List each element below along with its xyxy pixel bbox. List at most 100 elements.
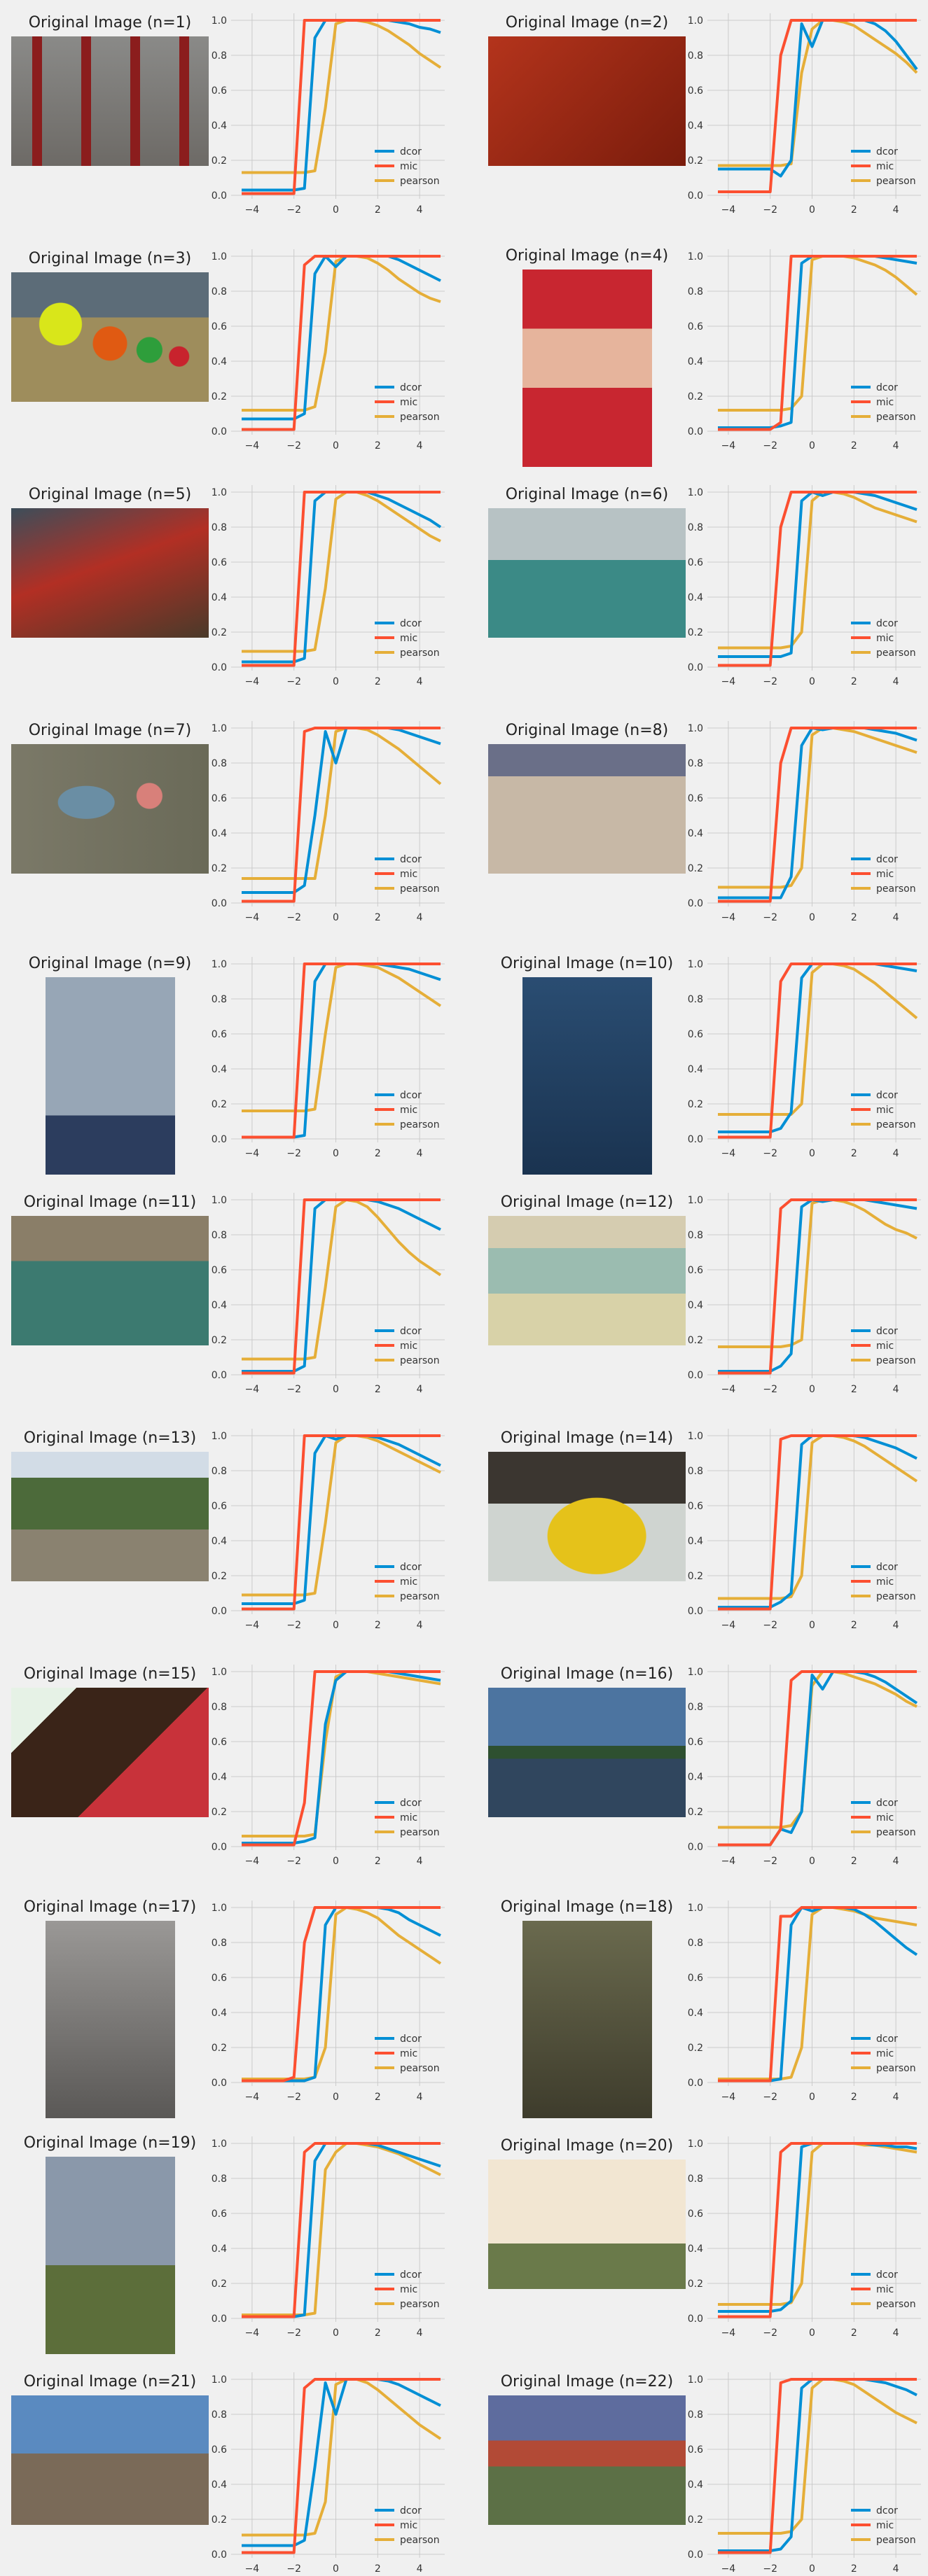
mountain-stream-image <box>11 1452 209 1581</box>
x-tick-label: 2 <box>851 676 857 687</box>
mic-series-line <box>242 2378 441 2554</box>
y-tick-label: 0.2 <box>688 627 703 638</box>
y-tick-label: 0.4 <box>688 592 703 603</box>
pearson-series-line <box>718 2378 917 2535</box>
y-tick-label: 0.8 <box>212 1938 227 1949</box>
legend-label-dcor: dcor <box>876 1326 898 1337</box>
y-tick-label: 0.8 <box>212 758 227 769</box>
x-tick-label: 4 <box>417 2563 423 2575</box>
y-tick-label: 0.4 <box>688 356 703 368</box>
legend-label-dcor: dcor <box>876 2505 898 2516</box>
y-tick-label: 0.6 <box>212 557 227 568</box>
x-tick-label: −2 <box>286 1620 301 1631</box>
mic-series-line <box>242 1434 441 1611</box>
legend-label-pearson: pearson <box>400 1591 440 1602</box>
pearson-series-line <box>242 491 441 653</box>
chart-16: −4 −2 0 2 4 0.0 0.2 0.4 0.6 0.8 1.0 dcor mic pearson <box>688 1665 921 1867</box>
y-tick-label: 0.0 <box>212 2549 227 2561</box>
y-tick-label: 0.4 <box>212 356 227 368</box>
y-tick-label: 0.8 <box>688 1702 703 1713</box>
legend-label-pearson: pearson <box>876 176 916 187</box>
x-tick-label: −4 <box>721 2563 736 2575</box>
chart-17: −4 −2 0 2 4 0.0 0.2 0.4 0.6 0.8 1.0 dcor mic pearson <box>212 1900 445 2103</box>
x-tick-label: 4 <box>893 1856 899 1867</box>
lighthouse-tall-image <box>45 2157 175 2354</box>
x-tick-label: 4 <box>417 676 423 687</box>
x-tick-label: 4 <box>893 2328 899 2339</box>
y-tick-label: 0.2 <box>212 1571 227 1582</box>
pearson-series-line <box>242 727 442 880</box>
legend-label-mic: mic <box>400 2520 417 2531</box>
x-tick-label: 0 <box>809 676 815 687</box>
y-tick-label: 0.2 <box>212 2514 227 2526</box>
pearson-series-line <box>718 1906 917 2080</box>
x-tick-label: 2 <box>851 2563 857 2575</box>
y-tick-label: 0.6 <box>688 1973 703 1984</box>
chart-8: −4 −2 0 2 4 0.0 0.2 0.4 0.6 0.8 1.0 dcor mic pearson <box>688 721 921 923</box>
y-tick-label: 0.6 <box>688 1737 703 1748</box>
y-tick-label: 0.4 <box>212 1772 227 1783</box>
x-tick-label: 0 <box>809 1384 815 1395</box>
y-tick-label: 0.0 <box>212 1370 227 1381</box>
legend-label-pearson: pearson <box>400 412 440 423</box>
y-tick-label: 0.2 <box>688 155 703 167</box>
x-tick-label: −4 <box>721 1148 736 1159</box>
chart-21: −4 −2 0 2 4 0.0 0.2 0.4 0.6 0.8 1.0 dcor mic pearson <box>212 2372 445 2575</box>
y-tick-label: 0.0 <box>212 426 227 438</box>
image-title: Original Image (n=2) <box>505 14 669 31</box>
y-tick-label: 0.8 <box>688 1230 703 1241</box>
x-tick-label: 4 <box>893 2563 899 2575</box>
x-tick-label: 0 <box>333 1620 339 1631</box>
x-tick-label: −2 <box>763 1148 777 1159</box>
island-lake-image <box>488 1688 686 1817</box>
x-tick-label: −2 <box>286 912 301 923</box>
x-tick-label: 4 <box>417 1620 423 1631</box>
legend-label-dcor: dcor <box>400 1562 422 1573</box>
y-tick-label: 0.6 <box>688 793 703 804</box>
y-tick-label: 1.0 <box>688 15 703 27</box>
y-tick-label: 0.6 <box>688 85 703 97</box>
legend-label-pearson: pearson <box>400 2063 440 2074</box>
pearson-series-line <box>718 1670 917 1829</box>
x-tick-label: 4 <box>893 2092 899 2103</box>
y-tick-label: 0.4 <box>688 1300 703 1311</box>
river-rafting-image <box>488 1452 686 1581</box>
legend-label-pearson: pearson <box>876 2063 916 2074</box>
chart-7: −4 −2 0 2 4 0.0 0.2 0.4 0.6 0.8 1.0 dcor mic pearson <box>212 721 445 923</box>
y-tick-label: 0.4 <box>212 592 227 603</box>
legend-label-dcor: dcor <box>876 146 898 158</box>
y-tick-label: 0.6 <box>212 85 227 97</box>
x-tick-label: −4 <box>721 676 736 687</box>
mic-series-line <box>242 491 441 667</box>
mic-series-line <box>718 1670 917 1847</box>
legend-label-mic: mic <box>876 397 894 408</box>
woman-red-hat-image <box>522 270 652 467</box>
legend-label-pearson: pearson <box>876 1119 916 1130</box>
y-tick-label: 1.0 <box>688 1903 703 1914</box>
y-tick-label: 0.2 <box>688 391 703 402</box>
y-tick-label: 0.2 <box>688 2043 703 2054</box>
x-tick-label: 2 <box>375 1148 381 1159</box>
y-tick-label: 1.0 <box>688 959 703 970</box>
y-tick-label: 0.2 <box>212 2278 227 2290</box>
image-title: Original Image (n=5) <box>28 486 192 503</box>
y-tick-label: 0.2 <box>212 1099 227 1110</box>
x-tick-label: 2 <box>851 2328 857 2339</box>
x-tick-label: 0 <box>333 2563 339 2575</box>
y-tick-label: 0.0 <box>688 662 703 673</box>
y-tick-label: 0.2 <box>212 627 227 638</box>
x-tick-label: 4 <box>417 2092 423 2103</box>
y-tick-label: 0.2 <box>212 155 227 167</box>
legend-label-mic: mic <box>876 2284 894 2295</box>
legend-label-mic: mic <box>876 1105 894 1116</box>
y-tick-label: 0.0 <box>212 898 227 909</box>
timber-houses-image <box>488 744 686 874</box>
x-tick-label: 2 <box>375 912 381 923</box>
x-tick-label: −4 <box>721 912 736 923</box>
x-tick-label: −2 <box>763 440 777 451</box>
dcor-series-line <box>242 2378 441 2547</box>
mic-series-line <box>718 727 917 903</box>
image-title: Original Image (n=11) <box>23 1194 197 1211</box>
y-tick-label: 1.0 <box>212 487 227 498</box>
legend-label-dcor: dcor <box>876 854 898 865</box>
